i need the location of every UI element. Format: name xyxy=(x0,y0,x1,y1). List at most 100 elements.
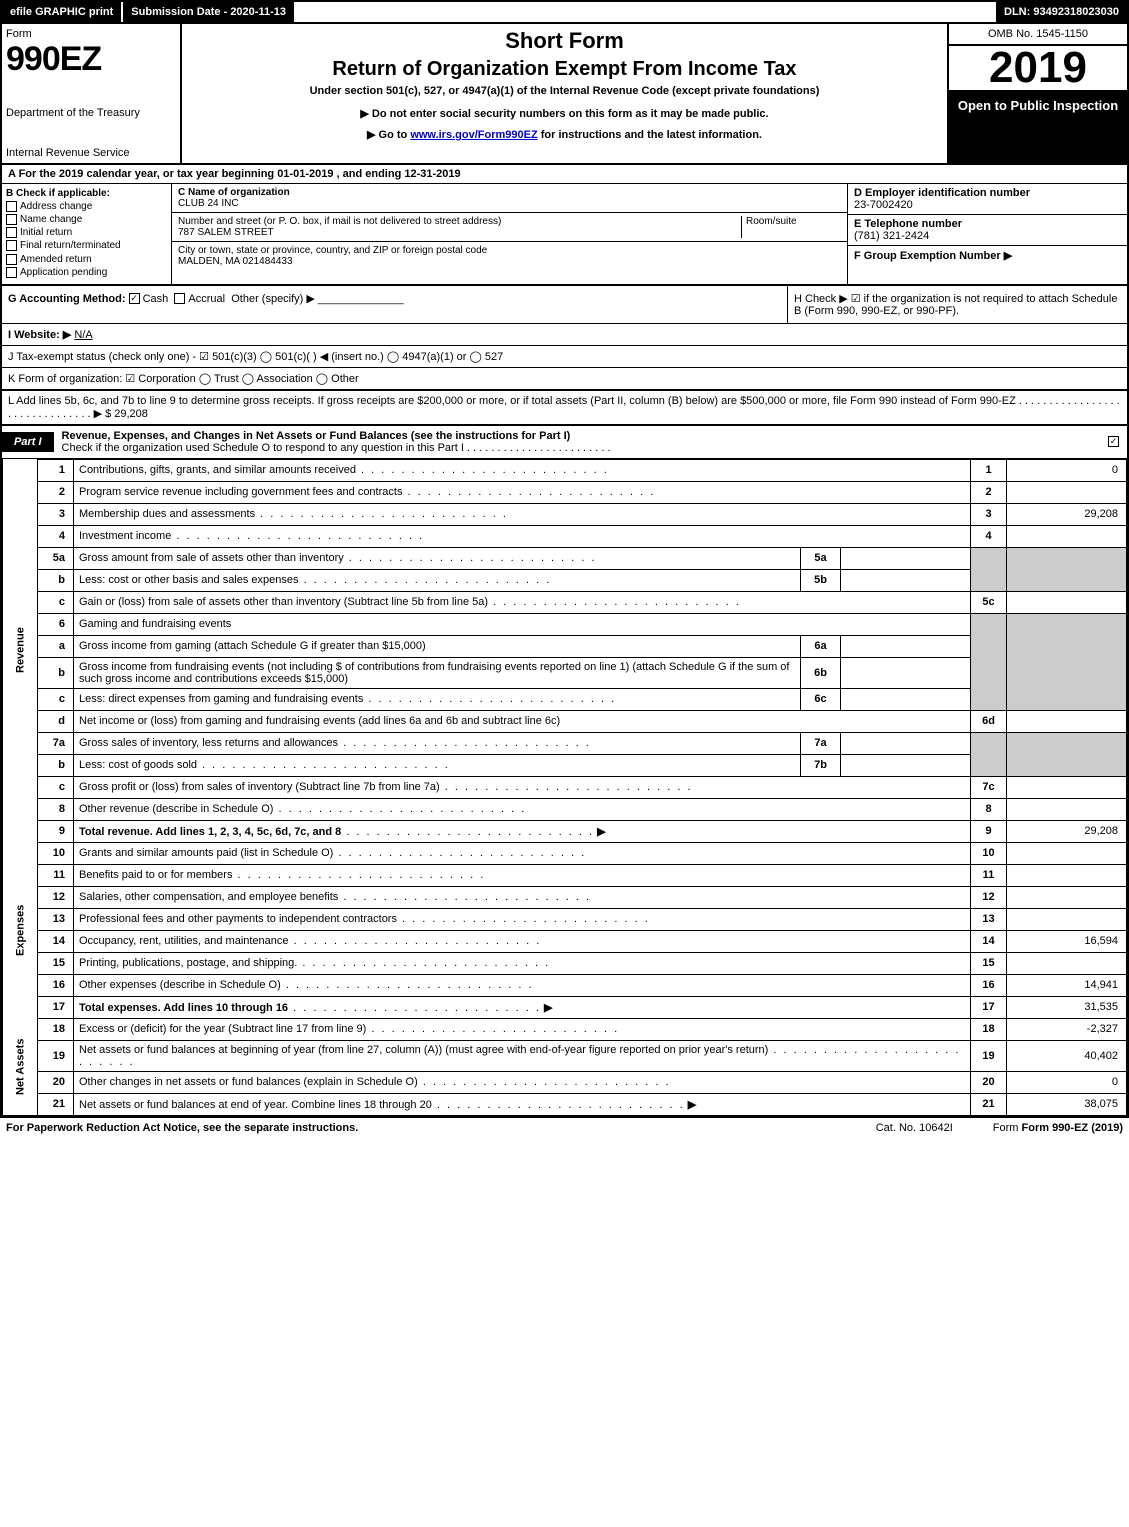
l6a-sn: 6a xyxy=(801,635,841,657)
form-number: 990EZ xyxy=(6,40,176,79)
l19-n: 19 xyxy=(38,1040,74,1071)
chk-initial[interactable]: Initial return xyxy=(6,227,167,238)
form-ref: Form Form 990-EZ (2019) xyxy=(993,1122,1123,1134)
l6d-ln: 6d xyxy=(971,710,1007,732)
g-accrual-check[interactable] xyxy=(174,293,185,304)
l18-d: Excess or (deficit) for the year (Subtra… xyxy=(74,1018,971,1040)
row-l-text: L Add lines 5b, 6c, and 7b to line 9 to … xyxy=(8,395,1120,420)
l13-ln: 13 xyxy=(971,908,1007,930)
open-to-public: Open to Public Inspection xyxy=(949,92,1127,163)
l16-n: 16 xyxy=(38,974,74,996)
l7c-a xyxy=(1007,776,1127,798)
l6c-n: c xyxy=(38,688,74,710)
goto-line: ▶ Go to www.irs.gov/Form990EZ for instru… xyxy=(190,128,939,141)
chk-address[interactable]: Address change xyxy=(6,201,167,212)
l18-n: 18 xyxy=(38,1018,74,1040)
l20-a: 0 xyxy=(1007,1071,1127,1093)
l5b-d: Less: cost or other basis and sales expe… xyxy=(74,569,801,591)
l7ab-shade xyxy=(971,732,1007,776)
l3-a: 29,208 xyxy=(1007,503,1127,525)
l20-n: 20 xyxy=(38,1071,74,1093)
l6b-sv xyxy=(841,657,971,688)
l7a-sv xyxy=(841,732,971,754)
l14-a: 16,594 xyxy=(1007,930,1127,952)
goto-suffix: for instructions and the latest informat… xyxy=(538,129,762,141)
city-label: City or town, state or province, country… xyxy=(178,245,487,256)
i-label: I Website: ▶ xyxy=(8,329,71,341)
efile-print-button[interactable]: efile GRAPHIC print xyxy=(2,2,123,22)
l5c-a xyxy=(1007,591,1127,613)
l17-n: 17 xyxy=(38,996,74,1018)
row-i: I Website: ▶ N/A xyxy=(2,324,1127,346)
form-header: Form 990EZ Department of the Treasury In… xyxy=(2,24,1127,165)
street-val: 787 SALEM STREET xyxy=(178,227,274,238)
l6a-sv xyxy=(841,635,971,657)
l6-n: 6 xyxy=(38,613,74,635)
l9-n: 9 xyxy=(38,820,74,842)
l2-n: 2 xyxy=(38,481,74,503)
part1-check-o[interactable] xyxy=(1103,436,1127,448)
l6d-a xyxy=(1007,710,1127,732)
l7b-sv xyxy=(841,754,971,776)
l11-ln: 11 xyxy=(971,864,1007,886)
l16-ln: 16 xyxy=(971,974,1007,996)
l5c-ln: 5c xyxy=(971,591,1007,613)
l7c-n: c xyxy=(38,776,74,798)
expenses-side: Expenses xyxy=(3,842,38,1018)
l5a-sn: 5a xyxy=(801,547,841,569)
l6a-d: Gross income from gaming (attach Schedul… xyxy=(74,635,801,657)
l15-a xyxy=(1007,952,1127,974)
l6d-n: d xyxy=(38,710,74,732)
l1-n: 1 xyxy=(38,459,74,481)
chk-amended[interactable]: Amended return xyxy=(6,254,167,265)
l1-ln: 1 xyxy=(971,459,1007,481)
l5c-d: Gain or (loss) from sale of assets other… xyxy=(74,591,971,613)
form-word: Form xyxy=(6,28,176,40)
netassets-side: Net Assets xyxy=(3,1018,38,1115)
l8-ln: 8 xyxy=(971,798,1007,820)
l19-d: Net assets or fund balances at beginning… xyxy=(74,1040,971,1071)
l5c-n: c xyxy=(38,591,74,613)
phone-row: E Telephone number (781) 321-2424 xyxy=(848,215,1127,246)
l6abc-shade xyxy=(971,613,1007,710)
part1-check-line: Check if the organization used Schedule … xyxy=(62,442,611,454)
l3-ln: 3 xyxy=(971,503,1007,525)
l18-ln: 18 xyxy=(971,1018,1007,1040)
city-row: City or town, state or province, country… xyxy=(172,242,847,270)
l4-n: 4 xyxy=(38,525,74,547)
l1-d: Contributions, gifts, grants, and simila… xyxy=(74,459,971,481)
l5a-d: Gross amount from sale of assets other t… xyxy=(74,547,801,569)
l6b-n: b xyxy=(38,657,74,688)
l12-n: 12 xyxy=(38,886,74,908)
chk-name[interactable]: Name change xyxy=(6,214,167,225)
goto-link[interactable]: www.irs.gov/Form990EZ xyxy=(410,129,537,141)
no-ssn-warning: ▶ Do not enter social security numbers o… xyxy=(190,107,939,120)
l6d-d: Net income or (loss) from gaming and fun… xyxy=(74,710,971,732)
chk-final[interactable]: Final return/terminated xyxy=(6,240,167,251)
header-right: OMB No. 1545-1150 2019 Open to Public In… xyxy=(947,24,1127,163)
l6-d: Gaming and fundraising events xyxy=(74,613,971,635)
chk-application[interactable]: Application pending xyxy=(6,267,167,278)
l5b-sv xyxy=(841,569,971,591)
header-left: Form 990EZ Department of the Treasury In… xyxy=(2,24,182,163)
g-cash-check[interactable] xyxy=(129,293,140,304)
org-name-row: C Name of organization CLUB 24 INC xyxy=(172,184,847,213)
org-name: CLUB 24 INC xyxy=(178,198,239,209)
l6c-sn: 6c xyxy=(801,688,841,710)
l11-d: Benefits paid to or for members xyxy=(74,864,971,886)
l7b-sn: 7b xyxy=(801,754,841,776)
row-j: J Tax-exempt status (check only one) - ☑… xyxy=(2,346,1127,368)
l3-d: Membership dues and assessments xyxy=(74,503,971,525)
l10-ln: 10 xyxy=(971,842,1007,864)
l3-n: 3 xyxy=(38,503,74,525)
l8-a xyxy=(1007,798,1127,820)
section-bc: B Check if applicable: Address change Na… xyxy=(2,184,1127,286)
l6c-sv xyxy=(841,688,971,710)
goto-prefix: ▶ Go to xyxy=(367,129,410,141)
l19-ln: 19 xyxy=(971,1040,1007,1071)
l13-d: Professional fees and other payments to … xyxy=(74,908,971,930)
l21-a: 38,075 xyxy=(1007,1093,1127,1115)
submission-date-button[interactable]: Submission Date - 2020-11-13 xyxy=(123,2,296,22)
row-l-amount: 29,208 xyxy=(114,408,148,420)
l4-ln: 4 xyxy=(971,525,1007,547)
